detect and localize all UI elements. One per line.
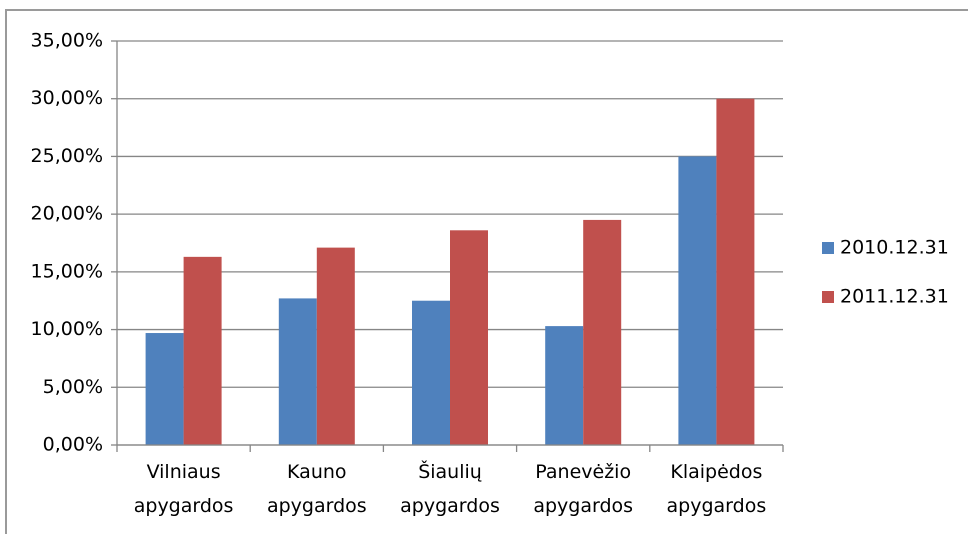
legend-swatch <box>822 291 834 303</box>
legend-swatch <box>822 242 834 254</box>
bar <box>412 300 450 445</box>
y-tick-label: 10,00% <box>31 318 103 340</box>
x-tick-label: Šiaulių apygardos <box>400 459 500 517</box>
x-tick-label: Panevėžio apygardos <box>533 461 633 517</box>
y-tick-label: 15,00% <box>31 260 103 282</box>
bar <box>183 256 222 445</box>
bar <box>678 156 717 445</box>
y-tick-label: 30,00% <box>31 87 103 109</box>
legend-label: 2010.12.31 <box>840 237 949 259</box>
x-tick-label: Kauno apygardos <box>267 461 367 517</box>
y-tick-label: 20,00% <box>31 203 103 225</box>
bar <box>583 219 622 445</box>
bar <box>145 333 184 445</box>
bar <box>545 326 584 445</box>
y-tick-label: 5,00% <box>43 376 103 398</box>
bar <box>278 298 317 445</box>
y-tick-label: 25,00% <box>31 145 103 167</box>
x-tick-label: Klaipėdos apygardos <box>667 461 767 517</box>
x-tick-label: Vilniaus apygardos <box>134 461 234 517</box>
bar <box>716 98 755 445</box>
chart-frame <box>5 9 968 534</box>
y-tick-label: 35,00% <box>31 30 103 52</box>
bar <box>450 230 488 445</box>
bar <box>316 247 355 445</box>
legend-label: 2011.12.31 <box>840 286 949 308</box>
y-tick-label: 0,00% <box>43 434 103 456</box>
